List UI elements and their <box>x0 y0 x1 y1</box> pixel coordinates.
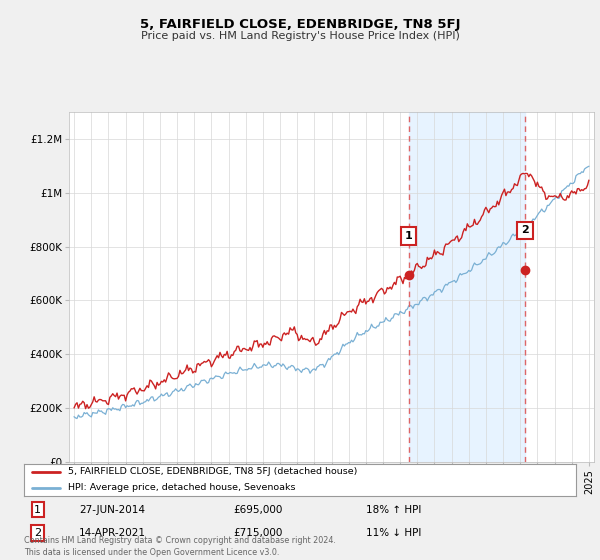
Text: £695,000: £695,000 <box>234 505 283 515</box>
Text: Contains HM Land Registry data © Crown copyright and database right 2024.
This d: Contains HM Land Registry data © Crown c… <box>24 536 336 557</box>
Text: Price paid vs. HM Land Registry's House Price Index (HPI): Price paid vs. HM Land Registry's House … <box>140 31 460 41</box>
Text: 27-JUN-2014: 27-JUN-2014 <box>79 505 145 515</box>
Text: HPI: Average price, detached house, Sevenoaks: HPI: Average price, detached house, Seve… <box>68 483 296 492</box>
Text: 2: 2 <box>521 226 529 235</box>
Text: £715,000: £715,000 <box>234 528 283 538</box>
Text: 5, FAIRFIELD CLOSE, EDENBRIDGE, TN8 5FJ (detached house): 5, FAIRFIELD CLOSE, EDENBRIDGE, TN8 5FJ … <box>68 467 358 476</box>
Text: 5, FAIRFIELD CLOSE, EDENBRIDGE, TN8 5FJ: 5, FAIRFIELD CLOSE, EDENBRIDGE, TN8 5FJ <box>140 18 460 31</box>
Text: 18% ↑ HPI: 18% ↑ HPI <box>366 505 422 515</box>
Text: 2: 2 <box>34 528 41 538</box>
Text: 11% ↓ HPI: 11% ↓ HPI <box>366 528 422 538</box>
Text: 1: 1 <box>404 231 412 241</box>
Text: 14-APR-2021: 14-APR-2021 <box>79 528 146 538</box>
Bar <box>409 112 525 462</box>
Text: 1: 1 <box>34 505 41 515</box>
